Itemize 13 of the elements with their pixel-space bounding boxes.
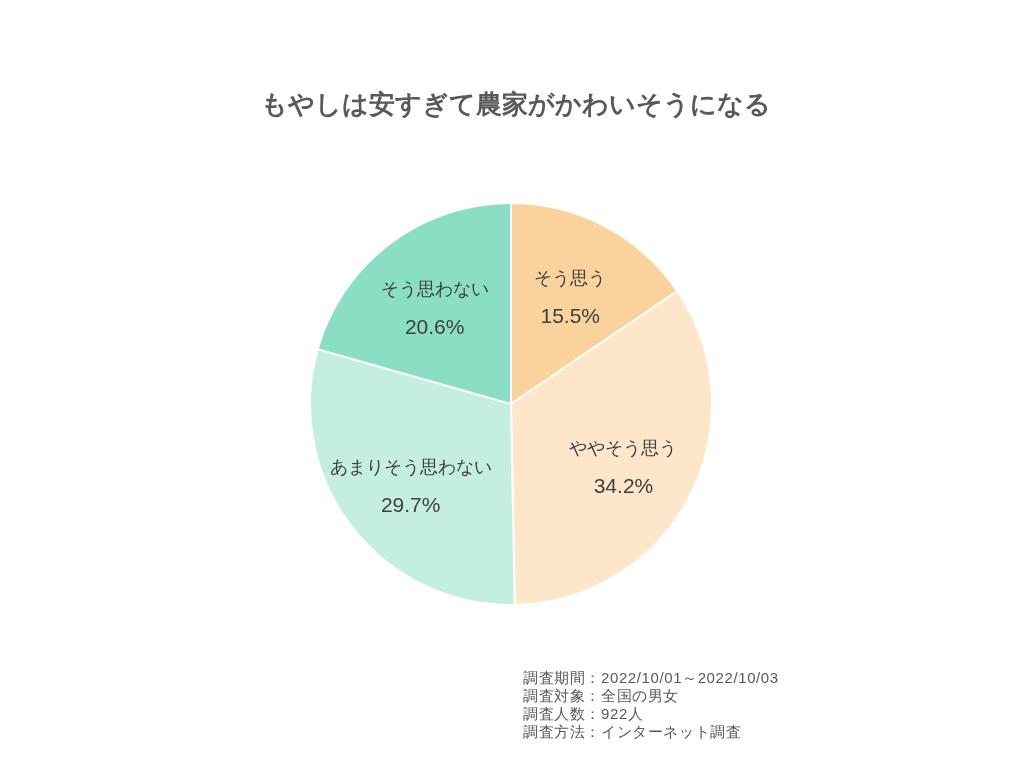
chart-title: もやしは安すぎて農家がかわいそうになる xyxy=(261,89,771,119)
slice-label: そう思わない xyxy=(380,278,489,299)
data-label: 29.7% xyxy=(380,493,441,517)
data-label: 15.5% xyxy=(540,304,601,328)
slice-label: あまりそう思わない xyxy=(329,457,492,478)
data-label: 34.2% xyxy=(593,474,654,498)
text: 調査方法：インターネット調査 xyxy=(523,723,742,740)
text: 調査対象：全国の男女 xyxy=(523,687,679,704)
data-label: 20.6% xyxy=(404,314,465,338)
slice-label: ややそう思う xyxy=(569,438,678,459)
text: 調査期間：2022/10/01～2022/10/03 xyxy=(523,669,779,686)
text: 調査人数：922人 xyxy=(523,705,644,722)
slice-label: そう思う xyxy=(534,268,607,289)
